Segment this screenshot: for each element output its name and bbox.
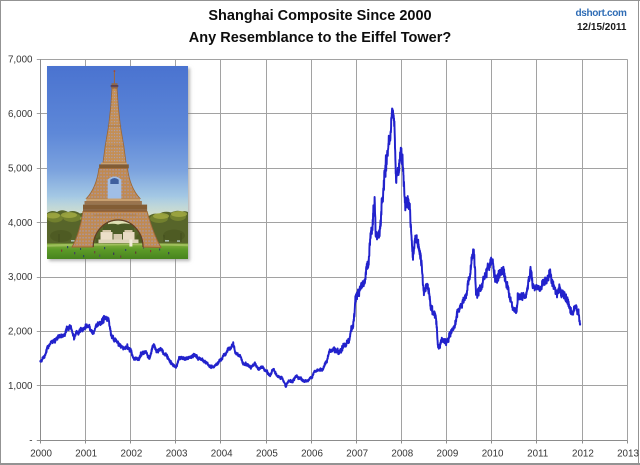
svg-text:2006: 2006 (301, 448, 323, 459)
svg-text:6,000: 6,000 (8, 109, 33, 120)
svg-text:2009: 2009 (437, 448, 459, 459)
svg-text:2003: 2003 (166, 448, 188, 459)
svg-text:2011: 2011 (527, 448, 548, 459)
svg-text:3,000: 3,000 (8, 272, 33, 283)
svg-text:-: - (29, 436, 32, 447)
svg-text:2012: 2012 (572, 448, 594, 459)
svg-text:2000: 2000 (30, 448, 52, 459)
svg-text:5,000: 5,000 (8, 163, 33, 174)
svg-text:2005: 2005 (256, 448, 278, 459)
svg-text:2004: 2004 (211, 448, 233, 459)
svg-text:2010: 2010 (482, 448, 504, 459)
svg-text:2013: 2013 (617, 448, 639, 459)
svg-text:2001: 2001 (75, 448, 97, 459)
svg-text:4,000: 4,000 (8, 218, 33, 229)
svg-text:7,000: 7,000 (8, 55, 33, 66)
svg-text:1,000: 1,000 (8, 381, 33, 392)
svg-text:2,000: 2,000 (8, 327, 33, 338)
svg-text:2002: 2002 (121, 448, 143, 459)
svg-text:2008: 2008 (391, 448, 413, 459)
svg-text:2007: 2007 (346, 448, 368, 459)
